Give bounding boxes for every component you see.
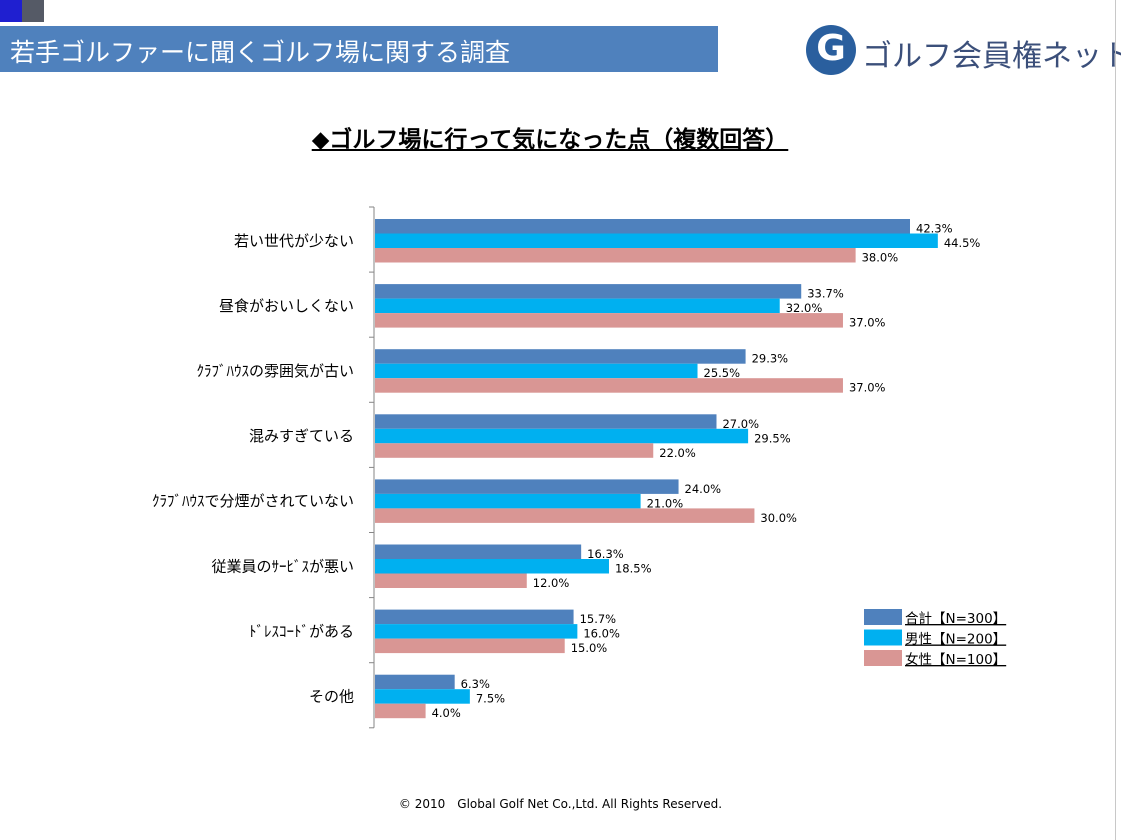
category-label: 従業員のｻｰﾋﾞｽが悪い	[211, 557, 354, 575]
bar-male	[375, 428, 749, 444]
data-label: 6.3%	[461, 677, 490, 691]
bar-total	[375, 284, 802, 299]
data-label: 21.0%	[647, 496, 684, 510]
data-label: 29.5%	[754, 431, 791, 445]
bar-total	[375, 219, 910, 234]
bar-female	[375, 703, 426, 719]
category-label: ｸﾗﾌﾞﾊｳｽで分煙がされていない	[152, 492, 354, 510]
legend-label: 男性【N=200】	[905, 632, 1006, 648]
logo-text: ゴルフ会員権ネット	[862, 39, 1121, 74]
bar-total	[375, 544, 582, 559]
data-label: 38.0%	[862, 251, 899, 265]
category-label: ｸﾗﾌﾞﾊｳｽの雰囲気が古い	[196, 362, 354, 380]
corner-block-blue	[0, 0, 22, 22]
data-label: 37.0%	[849, 381, 886, 395]
data-label: 25.5%	[704, 366, 741, 380]
bar-total	[375, 674, 455, 690]
legend-label: 合計【N=300】	[905, 611, 1006, 627]
data-label: 44.5%	[944, 236, 981, 250]
chart-title-wrap: ◆ゴルフ場に行って気になった点（複数回答）	[0, 120, 1100, 154]
category-label: ﾄﾞﾚｽｺｰﾄﾞがある	[249, 622, 354, 640]
title-bar: 若手ゴルファーに聞くゴルフ場に関する調査	[0, 26, 718, 72]
legend-swatch	[864, 629, 902, 646]
data-label: 33.7%	[807, 287, 844, 301]
legend-swatch	[864, 609, 902, 625]
bar-female	[375, 638, 565, 654]
category-label: 若い世代が少ない	[234, 232, 354, 250]
data-label: 30.0%	[760, 511, 797, 525]
bar-female	[375, 443, 654, 458]
bar-male	[375, 233, 938, 248]
bar-female	[375, 313, 843, 328]
bar-male	[375, 689, 470, 704]
data-label: 4.0%	[432, 706, 461, 720]
data-label: 15.0%	[571, 641, 608, 655]
bar-total	[375, 414, 717, 429]
legend-label: 女性【N=100】	[905, 651, 1006, 668]
bar-chart: 若い世代が少ない 42.3%44.5% 38.0% 昼食がおいしくない 33.7%32.…	[152, 206, 1006, 729]
data-label: 12.0%	[533, 576, 570, 590]
data-label: 22.0%	[659, 446, 696, 460]
category-label: その他	[309, 687, 354, 705]
data-label: 37.0%	[849, 316, 886, 330]
data-label: 7.5%	[476, 692, 505, 706]
logo: G ゴルフ会員権ネット	[806, 25, 1121, 75]
bar-male	[375, 493, 641, 509]
bar-female	[375, 508, 755, 523]
bar-total	[375, 349, 746, 364]
corner-block-gray	[22, 0, 44, 22]
data-label: 16.0%	[583, 627, 620, 641]
data-label: 42.3%	[916, 222, 953, 236]
bar-female	[375, 248, 856, 263]
bar-total	[375, 479, 679, 494]
data-label: 29.3%	[752, 352, 789, 366]
data-label: 15.7%	[580, 612, 617, 626]
page-title: 若手ゴルファーに聞くゴルフ場に関する調査	[10, 38, 511, 67]
data-label: 16.3%	[587, 547, 624, 561]
data-label: 32.0%	[786, 301, 823, 315]
logo-mark: G	[816, 28, 846, 69]
slide-edge-divider	[1115, 0, 1116, 840]
bar-female	[375, 378, 843, 393]
bar-total	[375, 609, 574, 625]
legend-swatch	[864, 650, 902, 666]
bar-male	[375, 363, 698, 379]
data-label: 18.5%	[615, 562, 652, 576]
data-label: 27.0%	[722, 417, 759, 431]
copyright-footer: © 2010 Global Golf Net Co.,Ltd. All Righ…	[398, 797, 723, 811]
bar-male	[375, 559, 609, 574]
category-label: 昼食がおいしくない	[219, 297, 354, 315]
bar-male	[375, 298, 780, 314]
logo-g-icon: G	[806, 25, 856, 75]
chart-title: ◆ゴルフ場に行って気になった点（複数回答）	[311, 127, 789, 153]
category-label: 混みすぎている	[249, 427, 354, 445]
bar-female	[375, 573, 527, 588]
data-label: 24.0%	[685, 482, 722, 496]
bar-male	[375, 624, 578, 639]
